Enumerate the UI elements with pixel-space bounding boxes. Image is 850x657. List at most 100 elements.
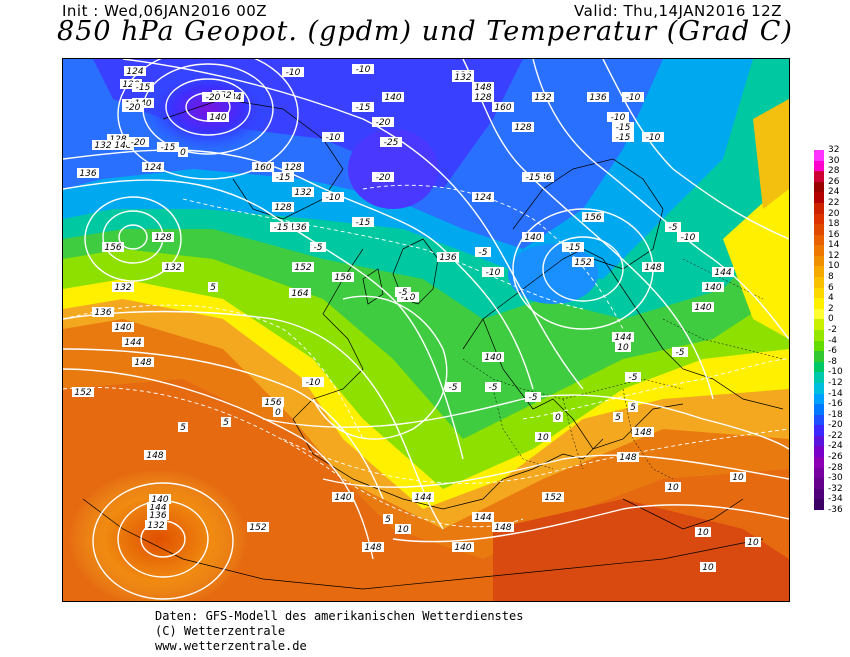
geopotential-label-bg (149, 494, 171, 504)
legend-color-swatch (814, 192, 824, 204)
legend-tick-label: -20 (828, 420, 843, 431)
legend-tick-label: 14 (828, 240, 840, 251)
legend-color-swatch (814, 382, 824, 395)
geopotential-label-bg (712, 267, 734, 277)
geopotential-label: 128 (274, 203, 291, 213)
temperature-label-bg (745, 537, 761, 547)
geopotential-label: 152 (294, 263, 311, 273)
temperature-label-bg (310, 242, 326, 252)
temperature-label-bg (372, 172, 394, 182)
temperature-label: -15 (526, 173, 541, 183)
legend-tick-label: 30 (828, 155, 840, 166)
legend-tick-label: 16 (828, 229, 840, 240)
temperature-label: -15 (356, 103, 371, 113)
geopotential-label-bg (72, 387, 94, 397)
geopotential-label-bg (492, 102, 514, 112)
legend-tick-label: -28 (828, 462, 843, 473)
geopotential-label-bg (482, 352, 504, 362)
geopotential-label: 140 (704, 283, 721, 293)
temperature-label: -15 (356, 218, 371, 228)
country-borders (462, 258, 784, 480)
legend-tick-label: -16 (828, 399, 843, 410)
geopotential-label: 160 (494, 103, 511, 113)
legend-tick-label: -14 (828, 388, 843, 399)
geopotential-label: 148 (474, 83, 491, 93)
geopotential-label: 152 (249, 523, 266, 533)
temperature-label-bg (302, 377, 324, 387)
legend-tick-label: 24 (828, 187, 840, 198)
geopotential-label-bg (492, 522, 514, 532)
temperature-label-bg (482, 267, 504, 277)
legend-tick-label: -22 (828, 430, 843, 441)
geopotential-label: 144 (414, 493, 431, 503)
geopotential-label: 132 (164, 263, 181, 273)
legend-tick-label: 10 (828, 261, 840, 272)
geopotential-label-bg (272, 202, 294, 212)
geopotential-label-bg (587, 92, 609, 102)
temperature-label-bg (178, 147, 188, 157)
geopotential-label: 160 (254, 163, 271, 173)
temperature-label: -10 (326, 133, 341, 143)
temperature-label: -5 (314, 243, 323, 253)
legend-color-swatch (814, 446, 824, 458)
temperature-label: -5 (529, 393, 538, 403)
temperature-label: 5 (630, 403, 636, 413)
temperature-label-bg (445, 382, 461, 392)
geopotential-label-bg (332, 272, 354, 282)
temperature-label-bg (157, 142, 179, 152)
geopotential-label-bg (522, 232, 544, 242)
legend-tick-label: 18 (828, 219, 840, 230)
geopotential-label-bg (144, 450, 166, 460)
temperature-label: -10 (626, 93, 641, 103)
geopotential-label-bg (642, 262, 664, 272)
geopotential-label-bg (612, 332, 634, 342)
geopotential-label-bg (145, 520, 167, 530)
temperature-label: -20 (376, 173, 391, 183)
geopotential-label: 148 (114, 141, 131, 151)
geopotential-label-bg (152, 232, 174, 242)
temperature-label-bg (665, 482, 681, 492)
geopotential-label-bg (472, 92, 494, 102)
geopotential-label-bg (77, 168, 99, 178)
legend-tick-label: 26 (828, 176, 840, 187)
geopotential-label-bg (112, 140, 134, 150)
legend-tick-label: 20 (828, 208, 840, 219)
temperature-label: -5 (489, 383, 498, 393)
geopotential-label: 140 (454, 543, 471, 553)
temperature-label: -20 (376, 118, 391, 128)
temperature-label-bg (380, 137, 402, 147)
geopotential-label: 148 (364, 543, 381, 553)
geopotential-label: 148 (134, 358, 151, 368)
geopotential-label-bg (572, 257, 594, 267)
temperature-label: -10 (326, 193, 341, 203)
footer-data-source: Daten: GFS-Modell des amerikanischen Wet… (155, 609, 524, 623)
geopotential-label: 140 (151, 495, 168, 505)
legend-tick-label: -12 (828, 377, 843, 388)
valid-time: Valid: Thu,14JAN2016 12Z (574, 2, 782, 20)
geopotential-label-bg (472, 192, 494, 202)
temperature-label-bg (395, 287, 411, 297)
temperature-label: 0 (180, 148, 186, 158)
legend-tick-label: 12 (828, 250, 840, 261)
temperature-label: -15 (616, 133, 631, 143)
temperature-label: -10 (356, 65, 371, 75)
temperature-label-bg (607, 112, 629, 122)
temperature-label-bg (122, 102, 144, 112)
legend-color-swatch (814, 224, 824, 236)
temperature-labels: -15-20-20-20 -15-15-10 -10-10-15-20-25-20-… (122, 64, 761, 573)
temperature-label-bg (383, 514, 393, 524)
temperature-label-bg (562, 242, 584, 252)
temperature-label-bg (522, 172, 544, 182)
geopotential-label-bg (122, 337, 144, 347)
legend-color-swatch (814, 160, 824, 172)
geopotential-label: 120 (122, 80, 139, 90)
geopotential-label: 152 (574, 258, 591, 268)
geopotential-label: 140 (484, 353, 501, 363)
legend-color-swatch (814, 308, 824, 320)
legend-color-swatch (814, 202, 824, 215)
temperature-label-bg (665, 222, 681, 232)
geopotential-label: 132 (114, 283, 131, 293)
geopotential-label-bg (582, 212, 604, 222)
geopotential-label-bg (124, 66, 146, 76)
geopotential-label: 140 (334, 493, 351, 503)
